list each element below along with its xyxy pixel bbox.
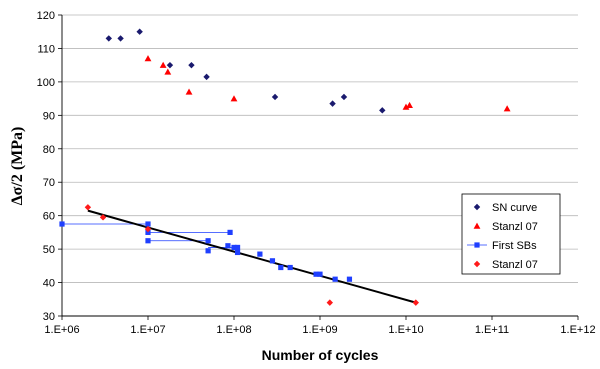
data-point xyxy=(84,204,92,211)
data-point xyxy=(203,73,210,81)
y-axis-label: Δσ/2 (MPa) xyxy=(9,127,26,206)
data-point xyxy=(205,248,211,254)
data-point xyxy=(329,100,336,107)
y-tick-label: 70 xyxy=(43,177,55,189)
data-point xyxy=(99,214,107,221)
data-point xyxy=(144,225,152,233)
data-point xyxy=(287,264,293,271)
data-point xyxy=(234,244,241,251)
data-point xyxy=(164,68,172,75)
data-point xyxy=(269,258,276,264)
x-tick-label: 1.E+10 xyxy=(388,324,423,336)
legend-label: Stanzl 07 xyxy=(492,259,538,271)
legend-marker xyxy=(474,242,480,248)
trendline-line xyxy=(87,209,417,304)
data-point xyxy=(234,249,241,256)
legend-label: First SBs xyxy=(492,240,537,252)
y-tick-labels: 30 40 50 60 70 80 90 100 110 120 xyxy=(37,10,55,323)
x-tick-label: 1.E+06 xyxy=(44,324,79,336)
legend-item: Stanzl 07 xyxy=(473,259,538,271)
data-point xyxy=(313,271,319,277)
legend-label: Stanzl 07 xyxy=(492,221,538,233)
series-3 xyxy=(84,204,419,306)
data-point xyxy=(145,238,151,244)
data-point xyxy=(117,35,124,42)
x-tick-label: 1.E+11 xyxy=(475,324,509,336)
data-points xyxy=(59,28,511,306)
legend-marker xyxy=(473,203,481,211)
data-point xyxy=(188,61,195,69)
data-point xyxy=(503,105,511,112)
y-tick-label: 120 xyxy=(37,10,55,22)
data-point xyxy=(205,238,211,244)
y-tick-label: 60 xyxy=(43,211,55,223)
legend-item: SN curve xyxy=(473,202,537,214)
y-tick-label: 50 xyxy=(43,244,55,256)
data-point xyxy=(136,28,143,35)
x-axis-label: Number of cycles xyxy=(262,347,379,363)
data-point xyxy=(225,243,231,249)
data-point xyxy=(340,93,348,101)
x-tick-label: 1.E+12 xyxy=(560,324,595,336)
data-point xyxy=(230,95,238,102)
legend-marker xyxy=(473,260,481,268)
data-point xyxy=(144,55,152,62)
data-point xyxy=(59,221,65,227)
legend-item: Stanzl 07 xyxy=(473,221,538,233)
data-point xyxy=(326,299,333,306)
trendline xyxy=(87,209,417,304)
y-tick-label: 100 xyxy=(37,77,55,89)
series-1 xyxy=(144,55,511,112)
y-tick-label: 30 xyxy=(43,311,55,323)
series-2 xyxy=(59,221,353,282)
legend: SN curve Stanzl 07 First SBs Stanzl 07 xyxy=(461,193,561,275)
data-point xyxy=(145,221,151,227)
data-point xyxy=(406,101,413,109)
axes xyxy=(58,14,579,320)
data-point xyxy=(278,264,284,271)
x-tick-label: 1.E+09 xyxy=(302,324,337,336)
series-0 xyxy=(105,28,386,114)
y-tick-label: 90 xyxy=(43,110,55,122)
y-tick-label: 40 xyxy=(43,278,55,290)
data-point xyxy=(346,276,353,282)
data-point xyxy=(159,61,167,68)
data-point xyxy=(257,251,263,257)
data-point xyxy=(227,229,233,235)
data-point xyxy=(185,88,193,95)
y-tick-label: 80 xyxy=(43,144,55,156)
data-point xyxy=(412,299,419,306)
legend-label: SN curve xyxy=(492,202,537,214)
data-point xyxy=(145,229,151,235)
data-point xyxy=(271,93,279,101)
grid xyxy=(62,14,578,317)
data-point xyxy=(402,103,410,110)
legend-item: First SBs xyxy=(467,240,537,252)
x-tick-labels: 1.E+06 1.E+07 1.E+08 1.E+09 1.E+10 1.E+11 1.E+… xyxy=(44,324,595,336)
data-point xyxy=(379,107,386,114)
data-point xyxy=(332,276,338,282)
x-tick-label: 1.E+08 xyxy=(216,324,251,336)
x-tick-label: 1.E+07 xyxy=(130,324,165,336)
legend-marker xyxy=(473,222,481,229)
legend-items: SN curve Stanzl 07 First SBs Stanzl 07 xyxy=(467,202,538,271)
data-point xyxy=(166,61,174,69)
data-point xyxy=(105,35,112,42)
data-point xyxy=(231,244,237,251)
y-tick-label: 110 xyxy=(37,43,55,55)
data-point xyxy=(317,271,323,277)
